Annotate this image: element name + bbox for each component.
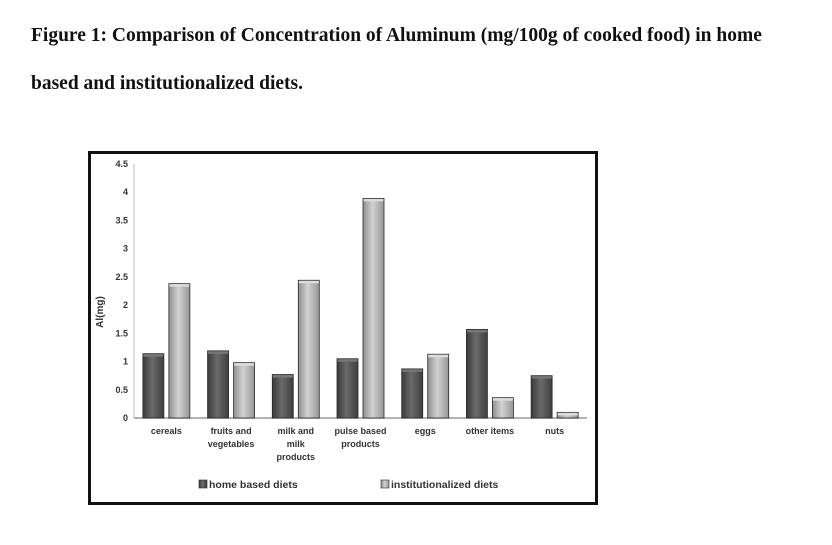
y-tick-label: 0.5 xyxy=(115,385,128,395)
x-tick-label: milk and xyxy=(278,426,315,436)
y-tick-label: 1 xyxy=(123,357,128,367)
bar-chart: Al(mg) 0 0.5 1 1.5 2 2.5 3 3.5 4 4.5 cereals fruit… xyxy=(95,159,587,491)
bar-top-highlight xyxy=(531,376,552,379)
y-tick-label: 2.5 xyxy=(115,272,128,282)
bar-top-highlight xyxy=(208,351,229,354)
legend-label: home based diets xyxy=(209,479,298,491)
x-tick-label: milk xyxy=(287,439,306,449)
x-tick-label: products xyxy=(341,439,380,449)
y-tick-label: 1.5 xyxy=(115,328,128,338)
bar-institutionalized xyxy=(233,362,255,419)
bar-home-based xyxy=(530,375,553,419)
bar-institutionalized xyxy=(297,279,320,419)
x-tick-label: cereals xyxy=(151,426,182,436)
y-axis-label: Al(mg) xyxy=(95,296,106,328)
bar-top-highlight xyxy=(143,354,164,357)
bar-institutionalized xyxy=(427,353,450,419)
bar-home-based xyxy=(466,328,488,419)
figure-caption-line-1: Figure 1: Comparison of Concentration of… xyxy=(31,25,762,46)
x-tick-label: vegetables xyxy=(208,439,255,449)
y-tick-label: 4.5 xyxy=(115,159,128,169)
bars xyxy=(142,198,579,419)
bar-top-highlight xyxy=(466,329,487,333)
y-tick-label: 0 xyxy=(123,413,128,423)
bar-top-highlight xyxy=(234,363,255,366)
bar-top-highlight xyxy=(557,412,578,416)
y-tick-label: 3 xyxy=(123,244,128,254)
bar-institutionalized xyxy=(492,397,514,419)
y-tick-label: 3.5 xyxy=(115,215,128,225)
y-tick-label: 2 xyxy=(123,300,128,310)
x-tick-label: fruits and xyxy=(211,426,252,436)
bar-home-based xyxy=(336,358,359,419)
bar-top-highlight xyxy=(492,398,513,401)
legend-label: institutionalized diets xyxy=(391,479,498,491)
legend-swatch xyxy=(198,479,208,489)
chart-frame: Al(mg) 0 0.5 1 1.5 2 2.5 3 3.5 4 4.5 cereals fruit… xyxy=(88,151,598,505)
x-tick-labels: cereals fruits and vegetables milk and milk p… xyxy=(151,426,564,462)
bar-home-based xyxy=(142,353,165,419)
bar-home-based xyxy=(401,368,424,419)
x-tick-label: products xyxy=(277,452,316,462)
bar-institutionalized xyxy=(168,283,191,419)
bar-home-based xyxy=(207,350,229,419)
x-tick-label: eggs xyxy=(415,426,436,436)
axes xyxy=(133,164,587,419)
y-tick-label: 4 xyxy=(123,187,128,197)
bar-top-highlight xyxy=(298,280,319,284)
figure-caption-line-2: based and institutionalized diets. xyxy=(31,73,303,94)
bar-institutionalized xyxy=(362,198,385,419)
x-tick-label: nuts xyxy=(545,426,564,436)
bar-home-based xyxy=(271,374,294,419)
bar-top-highlight xyxy=(272,375,293,378)
legend-swatch xyxy=(380,479,390,489)
bar-top-highlight xyxy=(337,359,358,362)
bar-top-highlight xyxy=(428,354,449,358)
bar-top-highlight xyxy=(402,369,423,372)
y-tick-labels: 0 0.5 1 1.5 2 2.5 3 3.5 4 4.5 xyxy=(115,159,128,423)
legend: home based diets institutionalized diets xyxy=(198,479,498,491)
bar-top-highlight xyxy=(363,198,384,202)
bar-top-highlight xyxy=(169,284,190,287)
x-tick-label: other items xyxy=(466,426,515,436)
x-tick-label: pulse based xyxy=(334,426,386,436)
